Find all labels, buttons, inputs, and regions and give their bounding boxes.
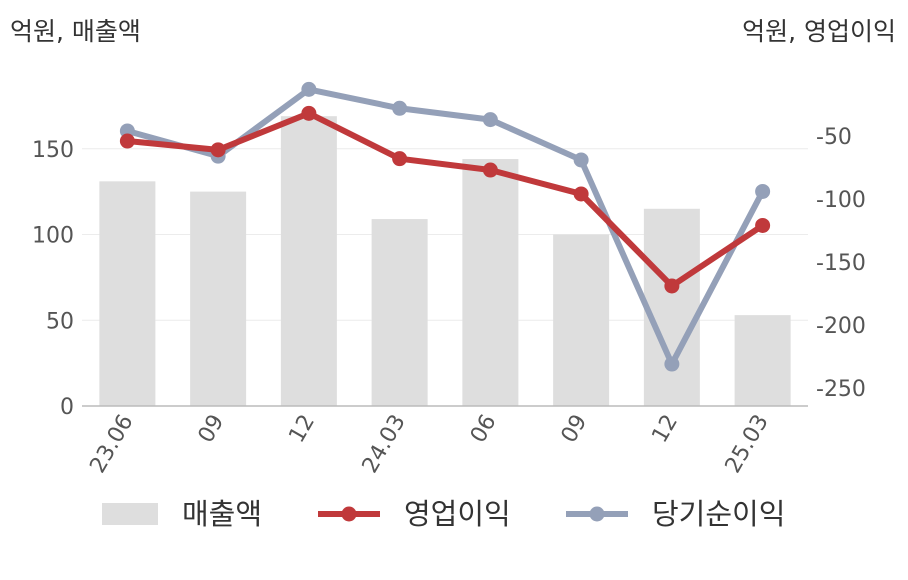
x-tick-label: 25.03 — [721, 411, 774, 478]
right-tick-label: -250 — [816, 377, 866, 402]
net-income-point — [301, 81, 317, 97]
revenue-bar — [280, 116, 337, 406]
legend-label-net: 당기순이익 — [652, 497, 785, 531]
operating-profit-point — [301, 105, 317, 121]
revenue-bar — [734, 315, 791, 406]
revenue-bar — [371, 219, 428, 406]
legend-marker-net — [589, 506, 605, 522]
right-tick-label: -50 — [816, 125, 852, 150]
operating-profit-point — [573, 186, 589, 202]
net-income-point — [755, 183, 771, 199]
operating-profit-point — [119, 133, 135, 149]
legend: 매출액 영업이익 당기순이익 — [102, 497, 785, 531]
legend-swatch-revenue — [102, 503, 158, 525]
x-tick-label: 06 — [466, 411, 502, 448]
x-tick-label: 12 — [284, 411, 320, 448]
operating-profit-line — [124, 110, 766, 289]
left-tick-label: 50 — [46, 309, 74, 334]
legend-marker-operating — [341, 506, 357, 522]
right-axis-unit-label: 억원, 영업이익 — [742, 17, 896, 46]
revenue-bars — [99, 116, 791, 406]
profit-lines — [119, 81, 771, 372]
left-axis-unit-label: 억원, 매출액 — [10, 17, 141, 46]
net-income-point — [573, 152, 589, 168]
operating-profit-point — [392, 151, 408, 167]
axes: 0 50 100 150 -50 -100 -150 -200 -250 23.06 09 12 24.… — [32, 125, 866, 478]
operating-profit-point — [210, 142, 226, 158]
net-income-point — [482, 112, 498, 128]
operating-profit-point — [755, 217, 771, 233]
operating-profit-point — [664, 278, 680, 294]
left-tick-label: 0 — [60, 395, 74, 420]
net-income-point — [392, 100, 408, 116]
right-tick-label: -150 — [816, 251, 866, 276]
x-tick-label: 12 — [647, 411, 683, 448]
revenue-bar — [99, 181, 156, 406]
x-tick-label: 09 — [194, 411, 230, 448]
left-tick-label: 150 — [32, 138, 74, 163]
x-tick-label: 23.06 — [85, 411, 138, 478]
operating-profit-point — [482, 162, 498, 178]
net-income-point — [664, 356, 680, 372]
legend-label-operating: 영업이익 — [404, 497, 511, 531]
revenue-bar — [462, 159, 519, 406]
right-tick-label: -100 — [816, 188, 866, 213]
revenue-bar — [190, 191, 247, 406]
legend-label-revenue: 매출액 — [182, 497, 262, 531]
x-tick-label: 24.03 — [358, 411, 411, 478]
revenue-bar — [553, 234, 610, 406]
left-tick-label: 100 — [32, 224, 74, 249]
x-tick-label: 09 — [557, 411, 593, 448]
revenue-bar — [643, 208, 700, 406]
right-tick-label: -200 — [816, 314, 866, 339]
